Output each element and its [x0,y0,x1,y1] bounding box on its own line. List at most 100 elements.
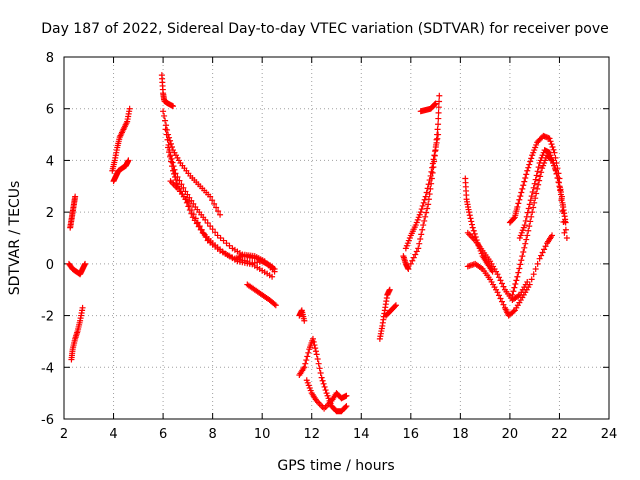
data-point [536,177,543,184]
data-point [497,277,504,284]
data-point [547,138,554,145]
data-point [555,179,562,186]
data-point [530,271,537,278]
data-point [436,92,443,99]
data-point [548,156,555,163]
data-point [554,175,561,182]
data-point [202,233,209,240]
data-point [432,147,439,154]
series-arc-1 [67,193,79,231]
data-point [516,265,523,272]
data-point [213,204,220,211]
data-point [188,207,195,214]
data-point [514,273,521,280]
data-point [525,164,532,171]
data-point [526,281,533,288]
series-arc-4 [110,157,132,185]
data-point [168,158,175,165]
data-point [391,303,398,310]
data-point [562,226,569,233]
series-arc-13 [296,307,308,324]
series-arc-16 [376,286,393,342]
data-point [549,143,556,150]
y-tick-label: 4 [46,154,54,169]
x-tick-label: 2 [60,427,68,442]
data-point [533,172,540,179]
series-arc-24 [464,232,556,319]
data-point [305,349,312,356]
y-tick-label: -6 [41,413,54,428]
data-point [519,253,526,260]
data-point [521,222,528,229]
data-point [421,217,428,224]
data-point [204,220,211,227]
data-point [522,175,529,182]
x-tick-label: 12 [303,427,320,442]
data-point [524,232,531,239]
data-point [512,281,519,288]
data-point [509,291,516,298]
data-point [430,164,437,171]
data-point [494,289,501,296]
data-point [269,273,276,280]
data-point [510,288,517,295]
y-axis-label: SDTVAR / TECUs [7,181,23,296]
data-point [435,115,442,122]
data-point [407,260,414,267]
data-point [164,136,171,143]
data-point [533,190,540,197]
data-point [418,231,425,238]
data-point [496,274,503,281]
data-point [172,177,179,184]
data-point [550,146,557,153]
x-tick-label: 16 [403,427,420,442]
data-point [433,136,440,143]
data-point [513,277,520,284]
data-point [529,188,536,195]
data-point [518,189,525,196]
data-point [409,257,416,264]
plot-frame [63,56,610,420]
data-point [431,152,438,159]
data-point [422,213,429,220]
data-point [272,302,279,309]
data-point [423,209,430,216]
data-point [186,194,193,201]
x-tick-label: 8 [208,427,216,442]
data-point [198,226,205,233]
chart-title: Day 187 of 2022, Sidereal Day-to-day VTE… [41,21,609,37]
data-point [426,191,433,198]
data-point [310,338,317,345]
series-arc-12 [244,281,279,309]
data-point [560,210,567,217]
data-point [514,203,521,210]
data-point [429,169,436,176]
data-point [470,227,477,234]
data-point [500,283,507,290]
data-point [271,268,278,275]
data-point [434,126,441,133]
data-point [392,302,399,309]
data-point [522,240,529,247]
data-point [315,360,322,367]
data-point [79,304,86,311]
series-arc-17 [383,302,399,319]
data-point [557,188,564,195]
data-point [190,200,197,207]
data-point [518,257,525,264]
data-point [126,105,133,112]
data-point [471,230,478,237]
data-point [420,222,427,229]
data-point [412,251,419,258]
data-point [192,215,199,222]
data-point [542,243,549,250]
data-point [521,244,528,251]
data-point [468,218,475,225]
data-point [435,104,442,111]
series-arc-11 [231,251,278,275]
data-point [415,245,422,252]
data-point [271,301,278,308]
data-point [196,223,203,230]
data-point [520,182,527,189]
